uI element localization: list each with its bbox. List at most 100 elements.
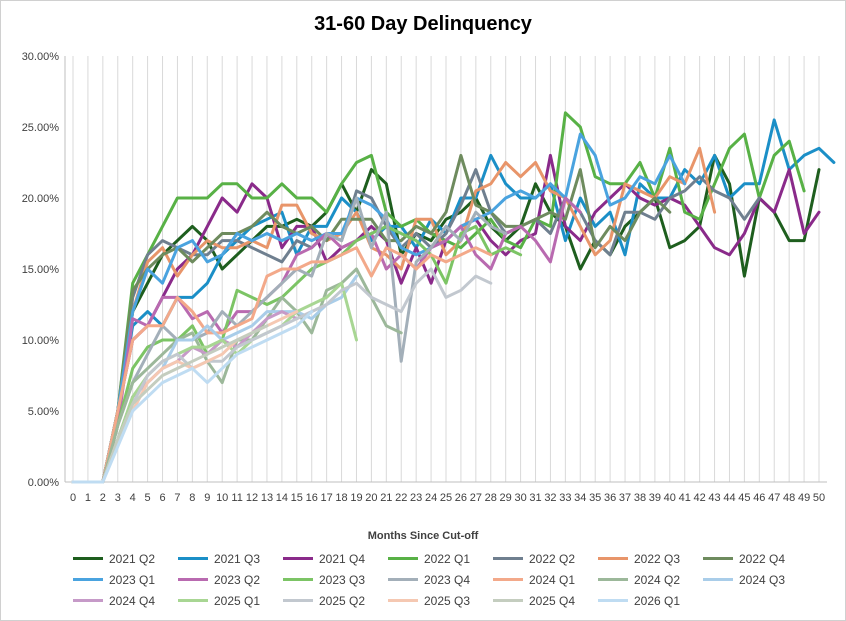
legend-item: 2024 Q4 [73, 594, 155, 610]
legend-swatch [388, 577, 418, 581]
legend-label: 2022 Q2 [529, 552, 576, 566]
legend-label: 2024 Q2 [634, 573, 681, 587]
chart-title: 31-60 Day Delinquency [314, 13, 532, 35]
legend-swatch [388, 556, 418, 560]
y-tick-label: 5.00% [28, 406, 59, 418]
x-tick-label: 6 [159, 492, 165, 504]
legend-item: 2024 Q2 [598, 573, 680, 589]
legend-item: 2025 Q4 [493, 594, 575, 610]
series-line-2025-q2 [71, 267, 493, 484]
legend-item: 2021 Q4 [283, 552, 365, 568]
x-tick-label: 22 [395, 492, 407, 504]
x-tick-label: 45 [738, 492, 750, 504]
x-tick-label: 42 [694, 492, 706, 504]
series-line-2024-q1 [71, 246, 493, 484]
x-tick-label: 49 [798, 492, 810, 504]
x-tick-label: 39 [649, 492, 661, 504]
x-tick-label: 16 [306, 492, 318, 504]
x-axis-label: Months Since Cut-off [367, 530, 479, 542]
legend-swatch [703, 577, 733, 581]
x-tick-label: 15 [291, 492, 303, 504]
legend-label: 2025 Q2 [319, 594, 366, 608]
x-tick-label: 46 [753, 492, 765, 504]
x-tick-label: 3 [115, 492, 121, 504]
series-line-2023-q3 [71, 224, 523, 484]
x-tick-label: 34 [574, 492, 586, 504]
series-line-2023-q1 [71, 132, 687, 484]
x-tick-label: 4 [130, 492, 136, 504]
x-tick-label: 36 [604, 492, 616, 504]
x-tick-label: 28 [485, 492, 497, 504]
x-tick-label: 9 [204, 492, 210, 504]
x-tick-label: 8 [189, 492, 195, 504]
legend-swatch [598, 556, 628, 560]
legend-label: 2024 Q4 [109, 594, 156, 608]
legend-label: 2023 Q3 [319, 573, 366, 587]
legend-item: 2022 Q1 [388, 552, 470, 568]
legend-item: 2023 Q1 [73, 573, 155, 589]
x-tick-label: 18 [335, 492, 347, 504]
y-tick-label: 30.00% [22, 51, 60, 63]
series-line-2021-q2 [71, 153, 821, 484]
x-tick-label: 5 [145, 492, 151, 504]
legend-swatch [73, 598, 103, 602]
legend-item: 2022 Q4 [703, 552, 785, 568]
x-tick-label: 31 [529, 492, 541, 504]
x-tick-label: 25 [440, 492, 452, 504]
legend-swatch [598, 577, 628, 581]
legend-item: 2022 Q3 [598, 552, 680, 568]
legend-item: 2021 Q3 [178, 552, 260, 568]
legend-item: 2024 Q1 [493, 573, 575, 589]
legend-swatch [283, 556, 313, 560]
legend-swatch [493, 598, 523, 602]
x-tick-label: 20 [365, 492, 377, 504]
series-line-2025-q4 [71, 324, 269, 484]
legend-swatch [703, 556, 733, 560]
legend-item: 2026 Q1 [598, 594, 680, 610]
legend-swatch [73, 577, 103, 581]
x-tick-label: 35 [589, 492, 601, 504]
y-tick-label: 15.00% [22, 264, 60, 276]
x-tick-label: 0 [70, 492, 76, 504]
x-tick-label: 27 [470, 492, 482, 504]
legend-label: 2021 Q3 [214, 552, 261, 566]
legend-swatch [73, 556, 103, 560]
x-tick-label: 11 [231, 492, 242, 504]
legend-label: 2026 Q1 [634, 594, 681, 608]
series-line-2021-q3 [71, 118, 836, 484]
legend-swatch [388, 598, 418, 602]
series-line-2023-q4 [71, 196, 508, 484]
x-tick-label: 14 [276, 492, 288, 504]
legend-swatch [178, 556, 208, 560]
legend-swatch [178, 577, 208, 581]
series-line-2026-q1 [71, 310, 314, 484]
legend-item: 2025 Q1 [178, 594, 260, 610]
legend-swatch [283, 598, 313, 602]
x-tick-label: 30 [514, 492, 526, 504]
x-tick-label: 23 [410, 492, 422, 504]
legend-label: 2025 Q1 [214, 594, 261, 608]
legend-swatch [493, 577, 523, 581]
legend-label: 2022 Q4 [739, 552, 786, 566]
x-tick-label: 21 [380, 492, 392, 504]
y-tick-label: 25.00% [22, 122, 60, 134]
legend-item: 2025 Q2 [283, 594, 365, 610]
legend-swatch [283, 577, 313, 581]
x-tick-label: 2 [100, 492, 106, 504]
legend-item: 2023 Q3 [283, 573, 365, 589]
x-tick-label: 37 [619, 492, 631, 504]
x-tick-label: 44 [723, 492, 735, 504]
x-tick-label: 38 [634, 492, 646, 504]
legend-label: 2023 Q1 [109, 573, 156, 587]
x-tick-label: 1 [85, 492, 91, 504]
legend-label: 2023 Q4 [424, 573, 471, 587]
x-tick-label: 17 [321, 492, 333, 504]
legend-item: 2023 Q4 [388, 573, 470, 589]
legend-label: 2024 Q3 [739, 573, 786, 587]
x-tick-label: 12 [246, 492, 258, 504]
legend-label: 2025 Q3 [424, 594, 471, 608]
legend-label: 2022 Q1 [424, 552, 471, 566]
x-tick-label: 32 [544, 492, 556, 504]
